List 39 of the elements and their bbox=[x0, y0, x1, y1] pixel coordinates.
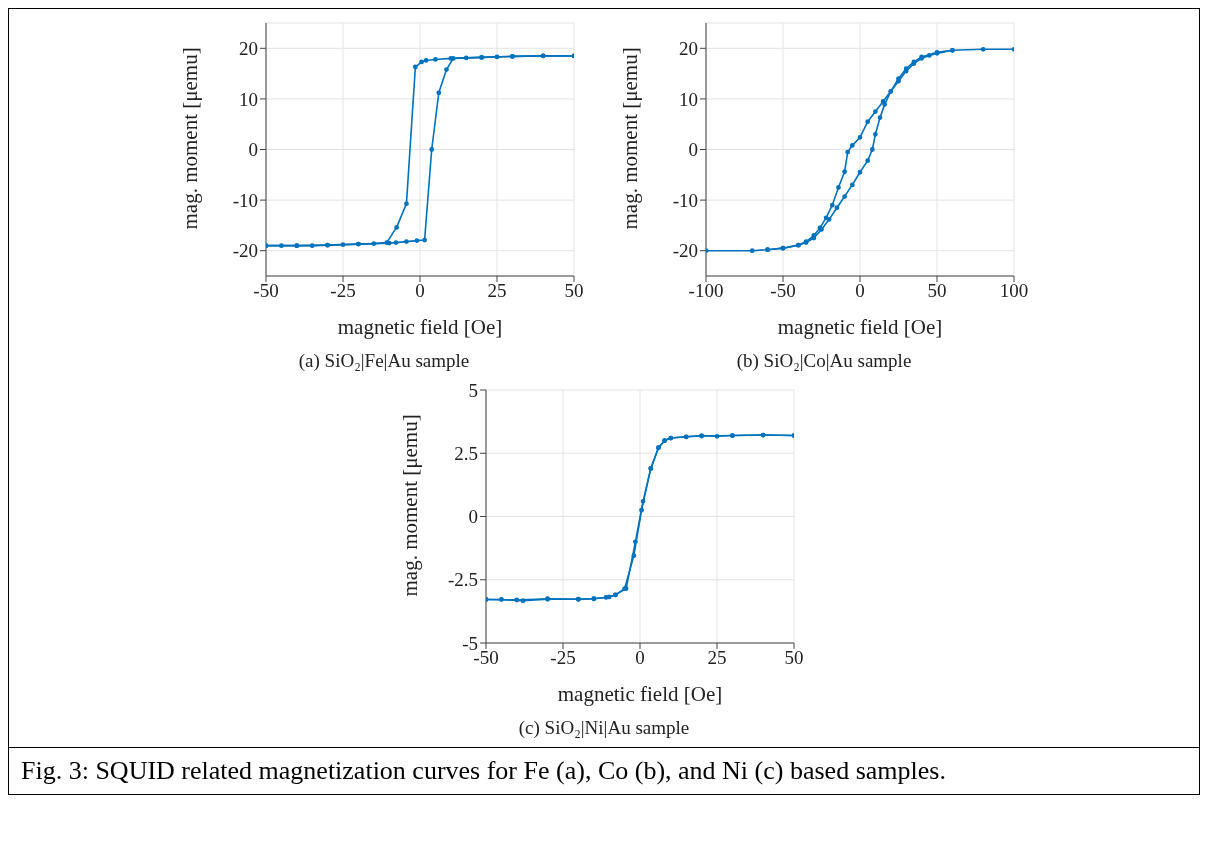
y-tick-label: 20 bbox=[239, 38, 258, 60]
y-axis-title: mag. moment [μemu] bbox=[618, 47, 643, 230]
y-tick-label: -10 bbox=[672, 189, 698, 211]
x-tick-label: -25 bbox=[330, 280, 356, 302]
y-tick-label: -20 bbox=[672, 240, 698, 262]
x-tick-label: 0 bbox=[415, 280, 425, 302]
text: (b) SiO₂|Co|Au sample bbox=[736, 350, 912, 372]
x-tick-label: 0 bbox=[855, 280, 865, 302]
y-tick-label: -5 bbox=[462, 632, 478, 654]
y-tick-label: 5 bbox=[468, 379, 478, 401]
x-tick-label: -50 bbox=[253, 280, 279, 302]
x-tick-label: 25 bbox=[707, 647, 727, 669]
x-tick-label: 25 bbox=[487, 280, 507, 302]
y-tick-label: 0 bbox=[248, 139, 258, 161]
y-tick-label: -20 bbox=[232, 240, 258, 262]
y-tick-label: -10 bbox=[232, 189, 258, 211]
y-tick-label: 0 bbox=[468, 506, 478, 528]
x-tick-label: 100 bbox=[999, 280, 1029, 302]
y-tick-label: -2.5 bbox=[447, 569, 478, 591]
caption: Fig. 3: SQUID related magnetization curves for Fe (a), Co (b), and Ni (c) based samples. bbox=[9, 747, 1199, 794]
y-tick-label: 0 bbox=[688, 139, 698, 161]
y-tick-label: 10 bbox=[239, 88, 258, 110]
y-axis-title: mag. moment [μemu] bbox=[398, 414, 423, 597]
x-tick-label: 50 bbox=[927, 280, 947, 302]
text: (a) SiO₂|Fe|Au sample bbox=[298, 350, 470, 372]
x-axis-title: magnetic field [Oe] bbox=[337, 315, 503, 339]
x-tick-label: 50 bbox=[564, 280, 584, 302]
y-tick-label: 10 bbox=[679, 88, 698, 110]
x-tick-label: -25 bbox=[550, 647, 576, 669]
x-tick-label: 50 bbox=[784, 647, 804, 669]
x-tick-label: -100 bbox=[688, 280, 724, 302]
y-tick-label: 2.5 bbox=[454, 442, 478, 464]
y-axis-title: mag. moment [μemu] bbox=[178, 47, 203, 230]
x-axis-title: magnetic field [Oe] bbox=[557, 682, 723, 706]
y-tick-label: 20 bbox=[679, 38, 698, 60]
x-tick-label: -50 bbox=[770, 280, 796, 302]
x-axis-title: magnetic field [Oe] bbox=[777, 315, 943, 339]
text: (c) SiO₂|Ni|Au sample bbox=[518, 717, 690, 739]
x-tick-label: 0 bbox=[635, 647, 645, 669]
